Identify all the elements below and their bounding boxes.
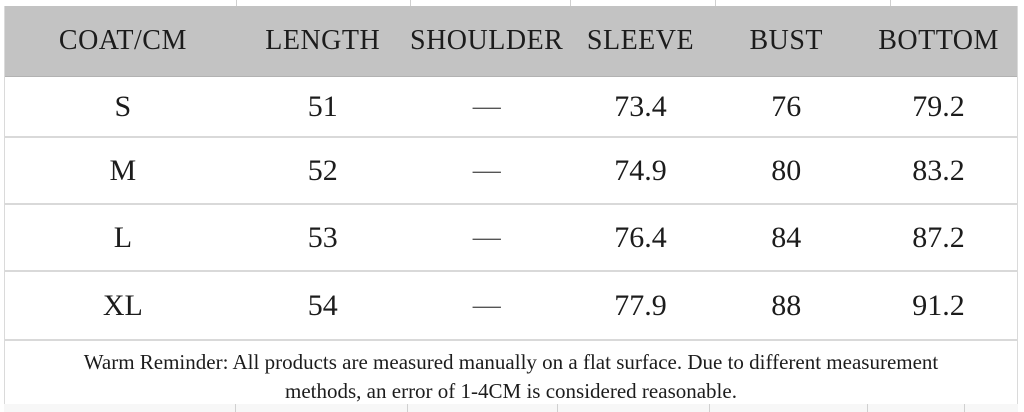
row-size-label: L <box>5 204 241 272</box>
cropped-row-sliver-bottom <box>4 404 1018 412</box>
column-header-coat-cm: COAT/CM <box>5 6 241 77</box>
table-cell: 53 <box>240 204 405 272</box>
table-cell: 80 <box>712 137 861 205</box>
table-header-row: COAT/CM LENGTH SHOULDER SLEEVE BUST BOTT… <box>5 6 1017 77</box>
grid-divider-tick <box>557 404 558 412</box>
grid-divider-tick <box>709 404 710 412</box>
table-row-size-l: L 53 — 76.4 84 87.2 <box>5 204 1017 272</box>
reminder-line-1: Warm Reminder: All products are measured… <box>83 350 939 374</box>
grid-divider-tick <box>964 404 965 412</box>
table-cell-empty-dash: — <box>404 137 569 205</box>
column-header-length: LENGTH <box>240 6 405 77</box>
table-cell: 73.4 <box>568 76 713 138</box>
grid-divider-tick <box>715 0 716 6</box>
table-cell: 51 <box>240 76 405 138</box>
table-cell: 83.2 <box>860 137 1017 205</box>
grid-divider-tick <box>570 0 571 6</box>
table-cell: 74.9 <box>568 137 713 205</box>
table-cell: 87.2 <box>860 204 1017 272</box>
size-table: COAT/CM LENGTH SHOULDER SLEEVE BUST BOTT… <box>5 6 1017 341</box>
grid-divider-tick <box>410 0 411 6</box>
grid-divider-tick <box>890 0 891 6</box>
table-row-size-xl: XL 54 — 77.9 88 91.2 <box>5 271 1017 341</box>
table-cell: 54 <box>240 271 405 341</box>
grid-divider-tick <box>867 404 868 412</box>
table-cell-empty-dash: — <box>404 271 569 341</box>
row-size-label: XL <box>5 271 241 341</box>
reminder-line-2: methods, an error of 1-4CM is considered… <box>285 379 737 403</box>
table-cell: 76.4 <box>568 204 713 272</box>
grid-divider-tick <box>236 0 237 6</box>
table-cell-empty-dash: — <box>404 76 569 138</box>
table-cell: 84 <box>712 204 861 272</box>
warm-reminder-note: Warm Reminder: All products are measured… <box>5 341 1017 412</box>
table-cell: 76 <box>712 76 861 138</box>
table-cell: 88 <box>712 271 861 341</box>
grid-divider-tick <box>407 404 408 412</box>
column-header-bust: BUST <box>712 6 861 77</box>
column-header-shoulder: SHOULDER <box>404 6 569 77</box>
row-size-label: M <box>5 137 241 205</box>
grid-divider-tick <box>235 404 236 412</box>
cropped-row-sliver-top <box>4 0 1018 6</box>
row-size-label: S <box>5 76 241 138</box>
table-cell: 91.2 <box>860 271 1017 341</box>
table-row-size-s: S 51 — 73.4 76 79.2 <box>5 76 1017 138</box>
table-cell: 77.9 <box>568 271 713 341</box>
column-header-sleeve: SLEEVE <box>568 6 713 77</box>
table-row-size-m: M 52 — 74.9 80 83.2 <box>5 137 1017 205</box>
table-cell: 52 <box>240 137 405 205</box>
table-cell: 79.2 <box>860 76 1017 138</box>
size-chart-frame: COAT/CM LENGTH SHOULDER SLEEVE BUST BOTT… <box>4 6 1018 412</box>
column-header-bottom: BOTTOM <box>860 6 1017 77</box>
table-cell-empty-dash: — <box>404 204 569 272</box>
